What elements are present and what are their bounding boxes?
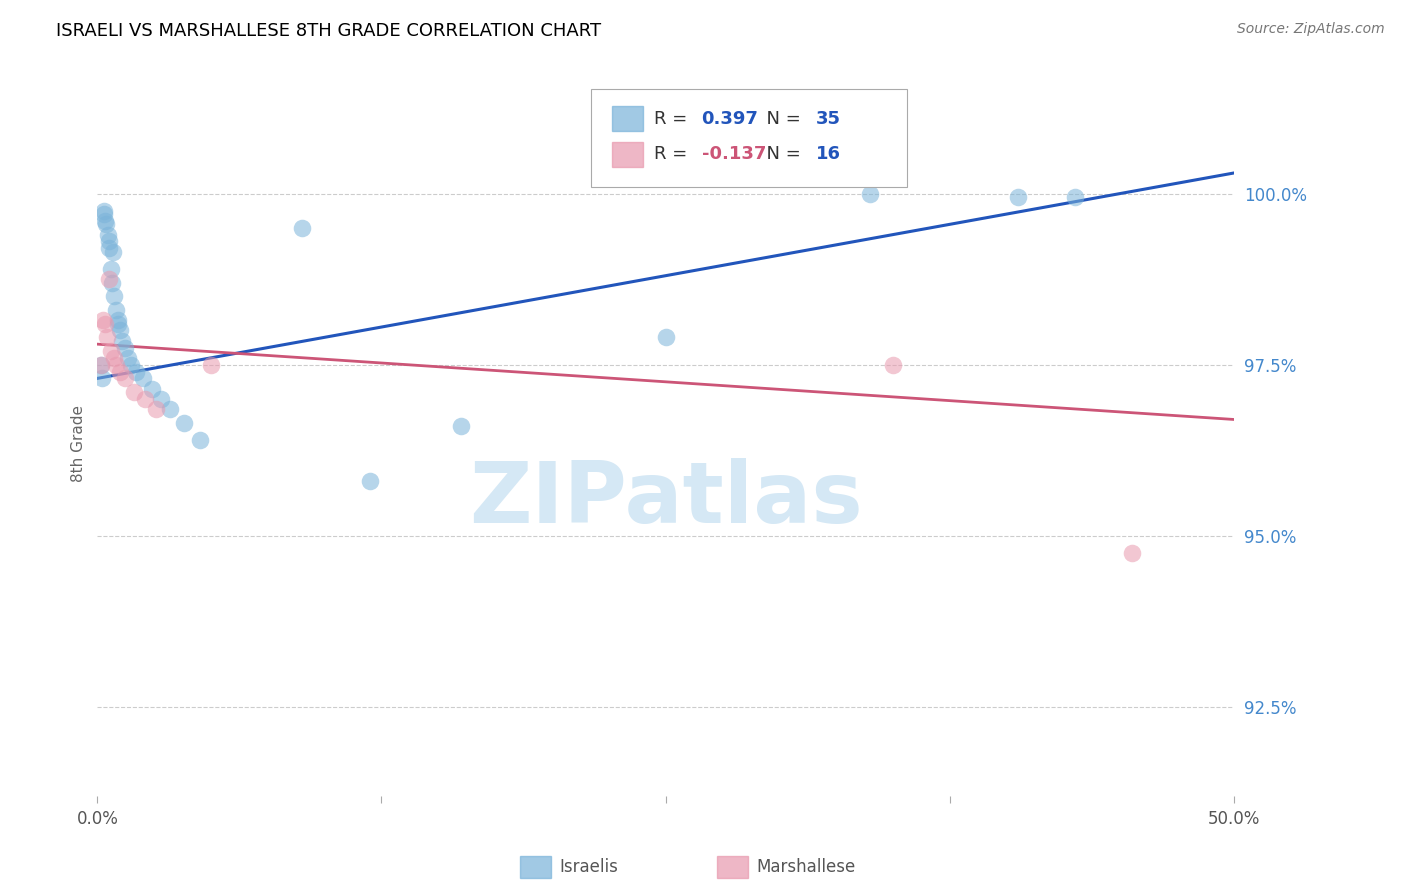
Point (98, 272, 121, 286)
Point (122, 385, 145, 400)
Point (108, 323, 131, 337)
Point (141, 382, 163, 396)
Point (150, 392, 173, 406)
Point (93, 214, 115, 228)
Text: 0.397: 0.397 (702, 110, 758, 128)
Point (90, 371, 112, 385)
Point (145, 402, 167, 417)
Point (94, 317, 117, 331)
Text: Israelis: Israelis (560, 858, 619, 876)
Point (114, 371, 136, 385)
Point (96, 330, 118, 344)
Point (104, 358, 127, 372)
Point (291, 220, 314, 235)
Point (93, 203, 115, 218)
Point (200, 358, 222, 372)
Point (114, 341, 136, 355)
Text: Source: ZipAtlas.com: Source: ZipAtlas.com (1237, 22, 1385, 37)
Point (188, 433, 211, 447)
Text: ZIPatlas: ZIPatlas (468, 458, 862, 541)
Text: 35: 35 (815, 110, 841, 128)
Point (654, 330, 676, 344)
Point (103, 351, 125, 365)
Point (90, 358, 112, 372)
Text: N =: N = (755, 110, 807, 128)
Point (882, 358, 904, 372)
Point (91, 313, 114, 327)
Point (101, 276, 124, 290)
Point (94, 217, 117, 231)
Point (100, 261, 122, 276)
Point (107, 313, 129, 327)
Text: R =: R = (654, 110, 693, 128)
Point (103, 244, 125, 259)
Point (100, 344, 122, 359)
Point (134, 392, 156, 406)
Point (1063, 190, 1085, 204)
Point (132, 371, 155, 385)
Text: 16: 16 (815, 145, 841, 163)
Text: -0.137: -0.137 (702, 145, 766, 163)
Point (1007, 190, 1029, 204)
Point (450, 419, 472, 434)
Point (103, 289, 125, 303)
Point (97, 235, 120, 249)
Point (117, 351, 139, 365)
Point (108, 365, 131, 379)
Point (173, 416, 195, 430)
Y-axis label: 8th Grade: 8th Grade (72, 405, 86, 482)
Point (111, 334, 134, 348)
Point (90, 358, 112, 372)
Text: R =: R = (654, 145, 693, 163)
Point (159, 402, 181, 417)
Point (104, 302, 127, 317)
Point (93, 207, 115, 221)
Point (98, 241, 121, 255)
Text: ISRAELI VS MARSHALLESE 8TH GRADE CORRELATION CHART: ISRAELI VS MARSHALLESE 8TH GRADE CORRELA… (56, 22, 602, 40)
Point (120, 358, 142, 372)
Point (125, 365, 148, 379)
Point (359, 474, 381, 488)
Point (859, 186, 882, 201)
Point (1121, 546, 1143, 560)
Text: N =: N = (755, 145, 807, 163)
Text: Marshallese: Marshallese (756, 858, 856, 876)
Point (97, 227, 120, 242)
Point (107, 317, 129, 331)
